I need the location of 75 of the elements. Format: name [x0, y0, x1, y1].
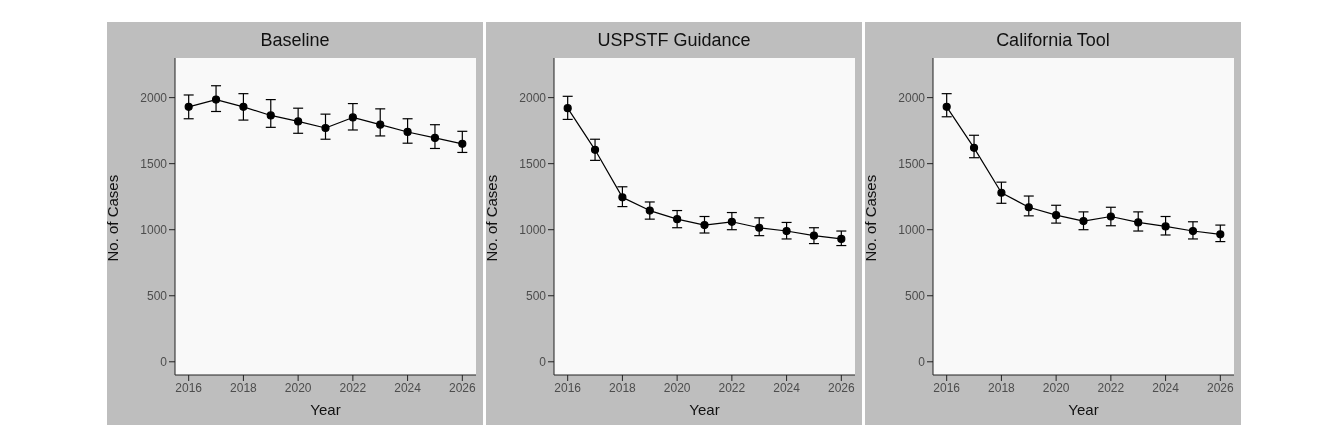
point — [266, 111, 275, 120]
point — [458, 139, 467, 148]
point — [563, 104, 572, 113]
point — [403, 127, 412, 137]
chart-title: Baseline — [259, 29, 331, 52]
point — [590, 145, 600, 154]
point — [376, 120, 385, 129]
y-tick-label: 1500 — [519, 156, 547, 171]
y-tick-label: 2000 — [898, 90, 926, 105]
point — [837, 234, 846, 244]
x-tick-label: 2026 — [1206, 380, 1234, 395]
y-axis-title: No. of Cases — [104, 174, 122, 262]
y-tick-label: 1500 — [140, 156, 168, 171]
point — [321, 123, 330, 133]
point — [700, 220, 709, 230]
y-tick-label: 1000 — [898, 222, 926, 237]
y-axis-title: No. of Cases — [483, 174, 501, 262]
chart-title: California Tool — [995, 29, 1111, 52]
y-tick-label: 500 — [525, 289, 547, 304]
x-tick-label: 2018 — [988, 380, 1016, 395]
point — [348, 113, 357, 122]
y-tick-label: 2000 — [519, 90, 547, 105]
y-tick-label: 500 — [904, 289, 926, 304]
x-tick-label: 2022 — [718, 380, 746, 395]
point — [1134, 218, 1143, 227]
x-tick-label: 2020 — [1042, 380, 1070, 395]
point — [618, 193, 627, 202]
x-tick-label: 2026 — [827, 380, 855, 395]
point — [184, 102, 193, 111]
point — [1161, 222, 1170, 231]
point — [755, 223, 764, 232]
point — [645, 206, 654, 215]
y-tick-label: 0 — [539, 355, 547, 370]
y-tick-label: 0 — [160, 355, 168, 370]
x-tick-label: 2016 — [554, 380, 582, 395]
y-tick-label: 1000 — [519, 222, 547, 237]
chart-title: USPSTF Guidance — [596, 29, 752, 52]
point — [673, 215, 682, 224]
point — [1106, 212, 1115, 221]
y-tick-label: 1000 — [140, 222, 168, 237]
y-tick-label: 0 — [918, 355, 926, 370]
y-axis-title: No. of Cases — [862, 174, 880, 262]
x-tick-label: 2020 — [284, 380, 312, 395]
x-tick-label: 2022 — [339, 380, 367, 395]
point — [1079, 217, 1088, 226]
x-tick-label: 2016 — [175, 380, 203, 395]
point — [942, 102, 951, 111]
point — [1188, 226, 1198, 236]
point — [239, 102, 248, 111]
point — [211, 95, 221, 104]
y-tick-label: 2000 — [140, 90, 168, 105]
x-axis-title: Year — [1068, 401, 1099, 418]
point — [997, 188, 1006, 197]
point — [727, 217, 736, 226]
x-tick-label: 2024 — [394, 380, 422, 395]
x-tick-label: 2018 — [609, 380, 637, 395]
point — [294, 117, 303, 126]
x-tick-label: 2020 — [663, 380, 691, 395]
x-tick-label: 2018 — [230, 380, 258, 395]
point — [430, 133, 440, 143]
x-tick-label: 2024 — [773, 380, 801, 395]
y-tick-label: 500 — [146, 289, 168, 304]
x-axis-title: Year — [310, 401, 341, 418]
x-tick-label: 2022 — [1097, 380, 1125, 395]
point — [809, 231, 819, 240]
x-axis-title: Year — [689, 401, 720, 418]
point — [782, 226, 791, 236]
y-tick-label: 1500 — [898, 156, 926, 171]
point — [1216, 230, 1225, 239]
x-tick-label: 2016 — [933, 380, 961, 395]
x-tick-label: 2026 — [448, 380, 476, 395]
point — [1052, 211, 1061, 220]
x-tick-label: 2024 — [1152, 380, 1180, 395]
point — [969, 143, 979, 152]
point — [1024, 203, 1033, 212]
